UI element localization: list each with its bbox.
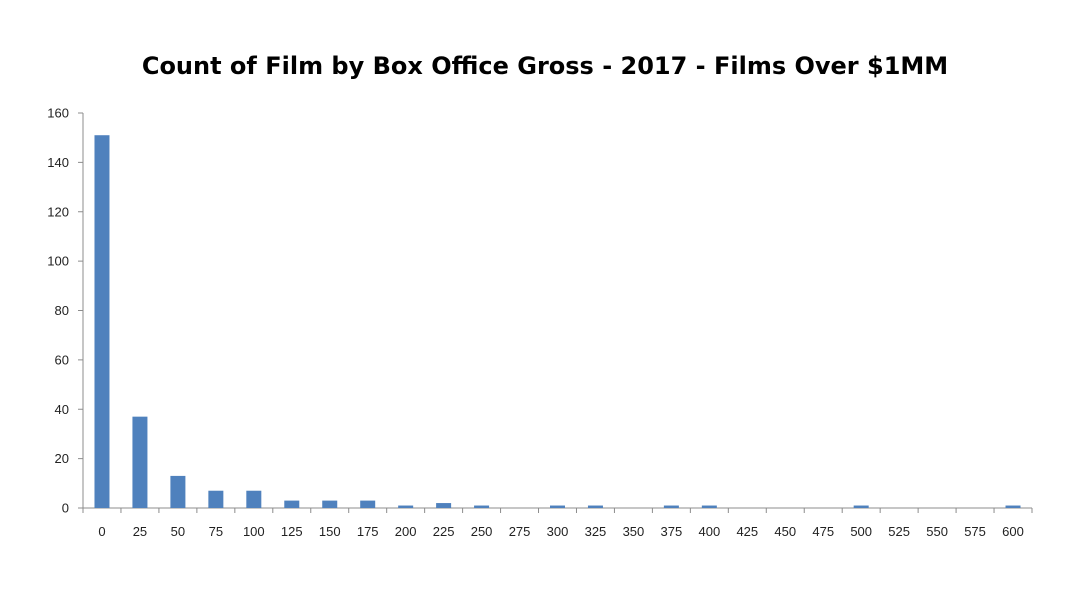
x-tick-label: 25	[133, 524, 147, 539]
bar	[170, 475, 186, 508]
bar	[360, 500, 376, 508]
bar	[587, 505, 603, 508]
bar	[550, 505, 565, 508]
y-tick-label: 60	[55, 352, 69, 367]
x-axis: 0 25 50 75 100 125 150 175 200 225 250 275 300 325 350…	[82, 507, 1033, 539]
bar	[246, 490, 262, 508]
bar	[284, 500, 300, 508]
bar	[322, 500, 338, 508]
x-tick-label: 125	[281, 524, 303, 539]
x-tick-label: 75	[209, 524, 223, 539]
bars	[94, 135, 1021, 508]
x-tick-label: 0	[98, 524, 105, 539]
x-tick-label: 100	[243, 524, 265, 539]
chart-title: Count of Film by Box Office Gross - 2017…	[141, 52, 949, 80]
bar	[398, 505, 414, 508]
y-tick-label: 120	[47, 204, 69, 219]
x-tick-label: 575	[964, 524, 986, 539]
bar	[663, 505, 679, 508]
x-tick-label: 300	[547, 524, 569, 539]
bar	[132, 416, 148, 508]
x-tick-label: 250	[471, 524, 493, 539]
x-tick-label: 200	[395, 524, 417, 539]
y-tick-label: 160	[47, 106, 69, 121]
x-tick-label: 325	[585, 524, 607, 539]
bar	[436, 503, 452, 508]
bar	[853, 505, 869, 508]
x-tick-label: 525	[888, 524, 910, 539]
bar	[94, 135, 110, 508]
y-tick-label: 0	[62, 501, 69, 516]
x-tick-label: 275	[509, 524, 531, 539]
x-tick-label: 150	[319, 524, 341, 539]
x-tick-label: 225	[433, 524, 455, 539]
x-tick-label: 475	[812, 524, 834, 539]
bar	[474, 505, 490, 508]
x-tick-label: 375	[661, 524, 683, 539]
x-tick-label: 600	[1002, 524, 1024, 539]
x-tick-label: 350	[623, 524, 645, 539]
x-tick-label: 175	[357, 524, 379, 539]
x-tick-label: 425	[736, 524, 758, 539]
bar	[1005, 505, 1021, 508]
y-tick-label: 20	[55, 451, 69, 466]
bar	[701, 505, 717, 508]
y-tick-label: 100	[47, 254, 69, 269]
x-tick-label: 550	[926, 524, 948, 539]
x-tick-label: 50	[171, 524, 185, 539]
x-tick-label: 450	[774, 524, 796, 539]
x-tick-label: 500	[850, 524, 872, 539]
x-tick-label: 400	[698, 524, 720, 539]
y-axis: 0 20 40 60 80 100 120 140 160	[47, 106, 84, 516]
y-tick-label: 140	[47, 155, 69, 170]
bar	[208, 490, 224, 508]
y-tick-label: 40	[55, 402, 69, 417]
y-tick-label: 80	[55, 303, 69, 318]
